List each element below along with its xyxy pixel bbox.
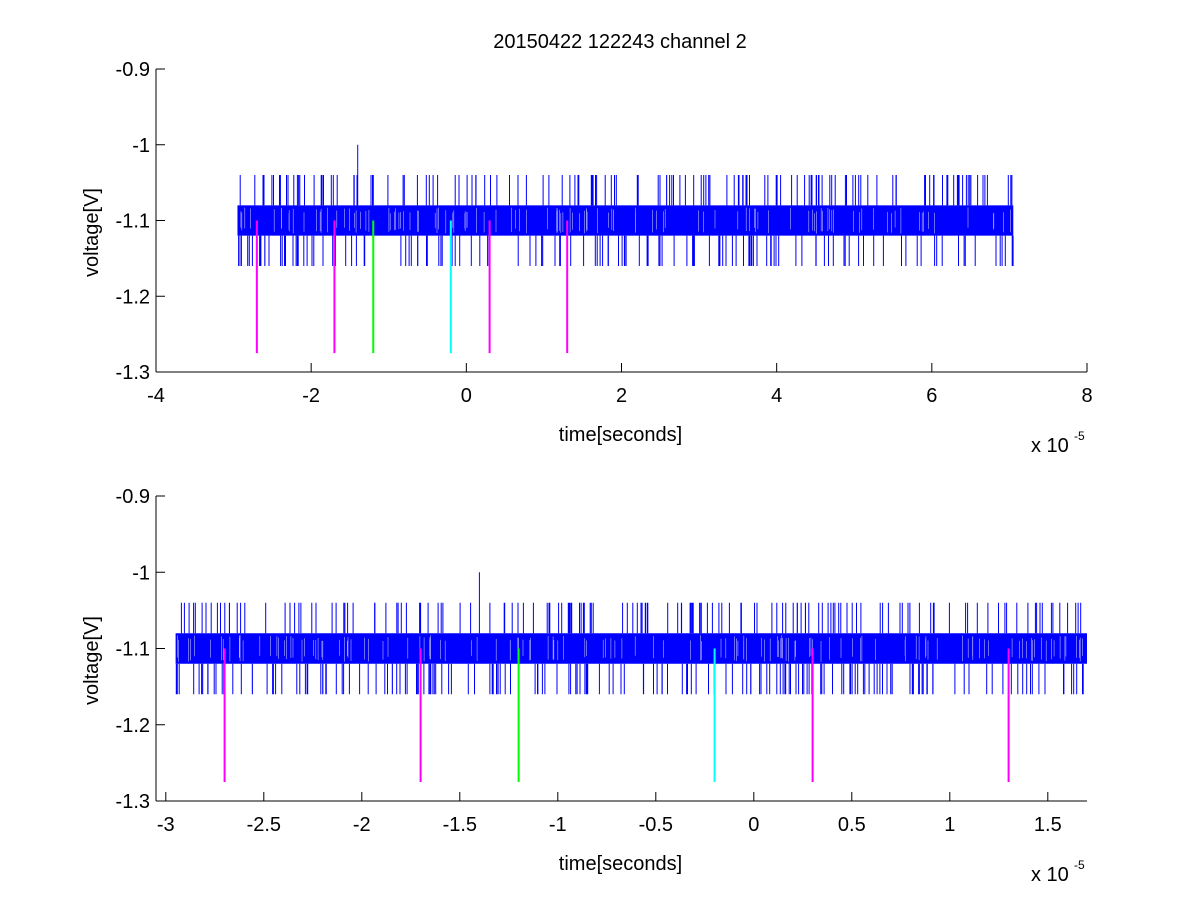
y-tick-label: -1.2 [116, 715, 150, 737]
y-tick-label: -1.1 [116, 639, 150, 661]
x-exponent-power: -5 [1074, 429, 1085, 443]
top-plot: -1.3 -1.2 -1.1 -1 -0.9 -4 -2 0 2 4 6 8 time[seconds]… [81, 59, 1093, 457]
x-axis-label: time[seconds] [559, 853, 682, 875]
x-tick-label: -3 [157, 814, 175, 836]
signal-series [237, 144, 1014, 266]
bottom-plot: -1.3 -1.2 -1.1 -1 -0.9 -3 -2.5 -2 -1.5 -1 -0.5 0 0.5… [81, 486, 1088, 886]
signal-texture [240, 207, 1011, 234]
figure-title: 20150422 122243 channel 2 [493, 31, 747, 53]
x-tick-label: -0.5 [639, 814, 673, 836]
x-tick-label: -1 [549, 814, 567, 836]
y-axis-label: voltage[V] [81, 616, 103, 705]
x-tick-label: -2.5 [247, 814, 281, 836]
x-tick-label: 1.5 [1034, 814, 1062, 836]
x-exponent-label: x 10 [1031, 435, 1069, 457]
y-tick-label: -0.9 [116, 486, 150, 508]
y-tick-label: -1.3 [116, 791, 150, 813]
x-tick-label: 0 [461, 385, 472, 407]
x-exponent-label: x 10 [1031, 864, 1069, 886]
signal-band [175, 633, 1088, 664]
y-tick-label: -1 [132, 562, 150, 584]
signal-spikes [175, 602, 1084, 695]
x-tick-label: 1 [944, 814, 955, 836]
y-tick-label: -1.2 [116, 286, 150, 308]
x-tick-label: -4 [147, 385, 165, 407]
x-tick-label: 0 [748, 814, 759, 836]
y-axis-label: voltage[V] [81, 188, 103, 277]
x-tick-label: 2 [616, 385, 627, 407]
x-tick-label: 0.5 [838, 814, 866, 836]
signal-series [175, 572, 1088, 695]
y-tick-label: -1 [132, 135, 150, 157]
x-axis-label: time[seconds] [559, 424, 682, 446]
x-tick-label: -2 [353, 814, 371, 836]
y-tick-label: -1.3 [116, 362, 150, 384]
y-tick-label: -1.1 [116, 211, 150, 233]
signal-spikes [238, 175, 1014, 266]
x-tick-label: 6 [926, 385, 937, 407]
x-tick-label: -1.5 [443, 814, 477, 836]
signal-texture [177, 635, 1083, 662]
x-exponent-power: -5 [1074, 858, 1085, 872]
y-tick-label: -0.9 [116, 59, 150, 81]
x-tick-label: 4 [771, 385, 782, 407]
x-tick-label: -2 [302, 385, 320, 407]
signal-band [237, 205, 1014, 236]
x-tick-label: 8 [1081, 385, 1092, 407]
